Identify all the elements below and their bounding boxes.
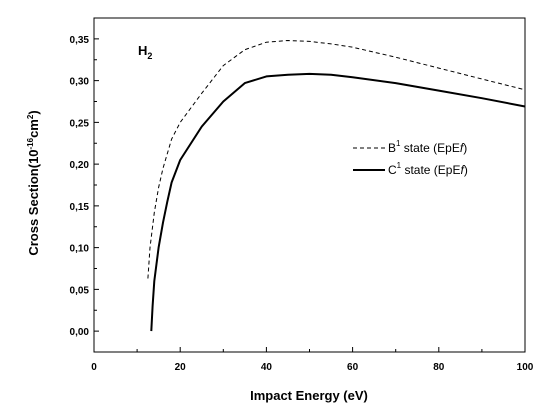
axis-ticks: 0 20 40 60 80 100 0,00 0,05 0,10 0,15 0,20 0,25 0,30… (70, 35, 534, 373)
y-axis-title: Cross Section(10-16cm2) (26, 110, 41, 255)
y-tick-label: 0,20 (70, 160, 90, 171)
y-tick-label: 0,35 (70, 35, 90, 46)
y-tick-label: 0,30 (70, 77, 90, 88)
series-c1-line (150, 72, 526, 332)
x-tick-label: 60 (347, 362, 359, 373)
legend-label-c1: C1 state (EpEf) (388, 161, 468, 177)
y-tick-label: 0,15 (70, 202, 90, 213)
y-tick-label: 0,00 (70, 327, 90, 338)
plot-frame (93, 17, 526, 353)
y-tick-label: 0,05 (70, 285, 90, 296)
x-tick-label: 40 (261, 362, 273, 373)
legend-label-b1: B1 state (EpEf) (388, 139, 467, 155)
legend: B1 state (EpEf) C1 state (EpEf) (353, 139, 468, 177)
series-b1-line (147, 40, 526, 279)
x-tick-label: 80 (433, 362, 445, 373)
series-lines (147, 40, 526, 332)
y-tick-label: 0,25 (70, 118, 90, 129)
annotation-h2: H2 (138, 43, 152, 61)
x-tick-label: 100 (517, 362, 534, 373)
x-tick-label: 0 (91, 362, 97, 373)
x-tick-label: 20 (175, 362, 187, 373)
y-tick-label: 0,10 (70, 244, 90, 255)
x-axis-title: Impact Energy (eV) (250, 388, 368, 403)
